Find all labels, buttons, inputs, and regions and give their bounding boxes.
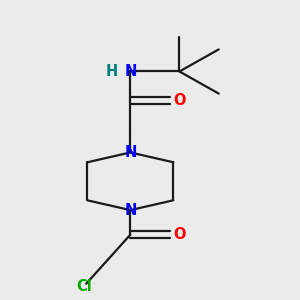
Text: N: N bbox=[124, 64, 136, 79]
Text: N: N bbox=[124, 145, 136, 160]
Text: H: H bbox=[106, 64, 118, 79]
Text: Cl: Cl bbox=[76, 279, 92, 294]
Text: O: O bbox=[173, 227, 186, 242]
Text: O: O bbox=[173, 93, 186, 108]
Text: N: N bbox=[124, 202, 136, 217]
